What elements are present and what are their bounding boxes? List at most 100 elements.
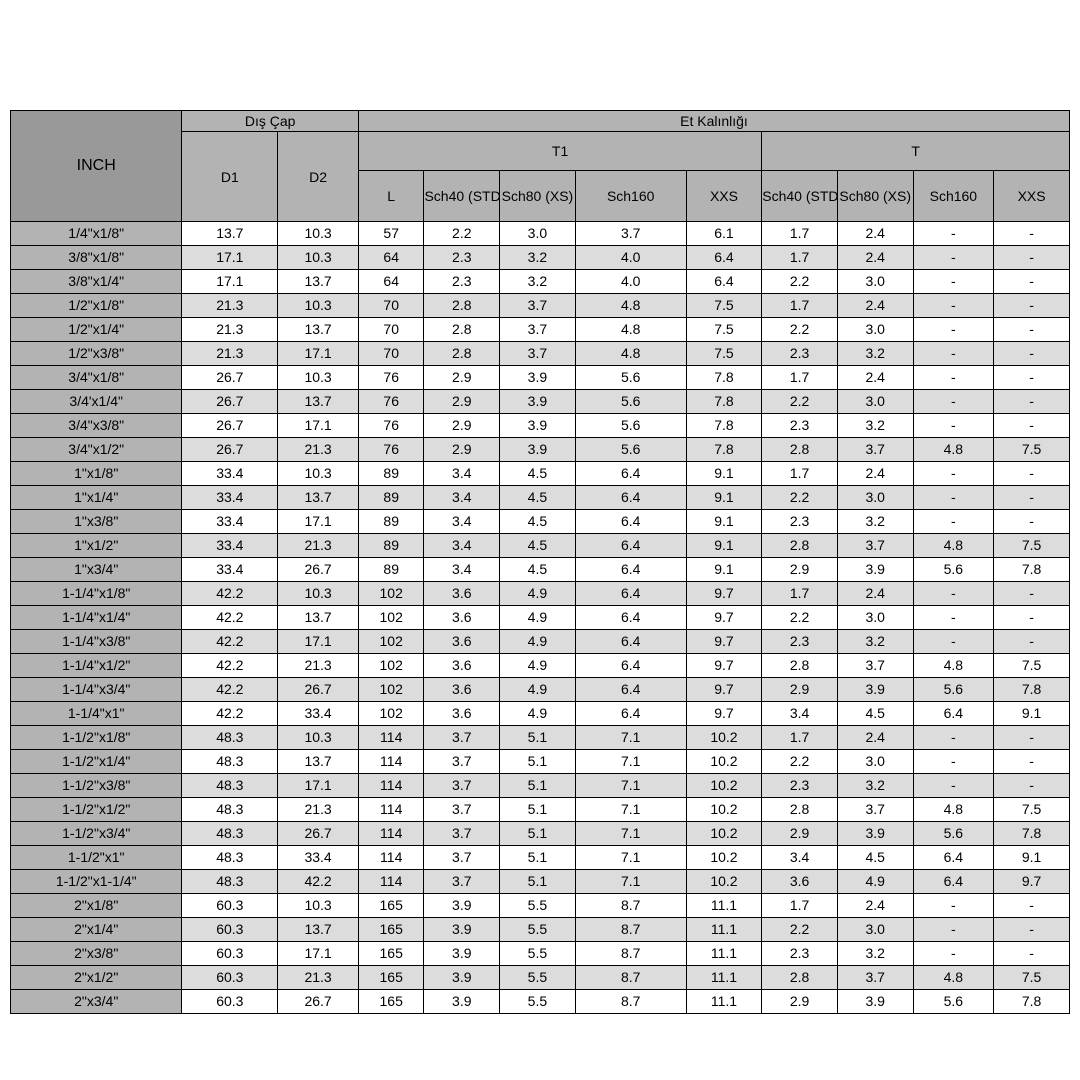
cell: -: [994, 222, 1070, 246]
cell: 9.1: [994, 846, 1070, 870]
cell: 3.0: [837, 606, 913, 630]
row-label: 3/4'x1/4": [11, 390, 182, 414]
cell: 3.2: [837, 630, 913, 654]
table-row: 3/4"x3/8"26.717.1762.93.95.67.82.33.2--: [11, 414, 1070, 438]
table-row: 3/4'x1/4"26.713.7762.93.95.67.82.23.0--: [11, 390, 1070, 414]
table-row: 1-1/2"x3/8"48.317.11143.75.17.110.22.33.…: [11, 774, 1070, 798]
cell: 5.6: [575, 366, 686, 390]
cell: -: [994, 294, 1070, 318]
cell: 10.2: [686, 822, 762, 846]
cell: 42.2: [182, 630, 278, 654]
cell: 10.3: [278, 294, 359, 318]
cell: 89: [358, 558, 424, 582]
cell: 7.5: [994, 438, 1070, 462]
table-row: 1/2"x1/4"21.313.7702.83.74.87.52.23.0--: [11, 318, 1070, 342]
pipe-spec-table: INCH Dış Çap Et Kalınlığı D1 D2 T1 T L S…: [10, 110, 1070, 1014]
cell: 7.1: [575, 846, 686, 870]
cell: 2.2: [424, 222, 500, 246]
cell: -: [913, 942, 994, 966]
cell: 2.2: [762, 270, 838, 294]
cell: 3.2: [837, 414, 913, 438]
cell: 3.4: [424, 486, 500, 510]
row-label: 1/2"x1/8": [11, 294, 182, 318]
cell: 2.3: [762, 342, 838, 366]
cell: 33.4: [182, 462, 278, 486]
row-label: 1-1/2"x3/8": [11, 774, 182, 798]
table-row: 1-1/2"x1/8"48.310.31143.75.17.110.21.72.…: [11, 726, 1070, 750]
cell: 2.8: [424, 294, 500, 318]
cell: 26.7: [182, 366, 278, 390]
cell: 3.7: [837, 654, 913, 678]
cell: 42.2: [182, 702, 278, 726]
cell: 6.1: [686, 222, 762, 246]
cell: 165: [358, 894, 424, 918]
row-label: 1-1/4"x3/8": [11, 630, 182, 654]
cell: 7.1: [575, 726, 686, 750]
cell: 4.5: [500, 486, 576, 510]
cell: 10.3: [278, 462, 359, 486]
cell: 7.5: [994, 798, 1070, 822]
cell: 4.5: [500, 510, 576, 534]
cell: 2.4: [837, 726, 913, 750]
cell: -: [913, 750, 994, 774]
cell: 2.8: [762, 966, 838, 990]
cell: -: [913, 894, 994, 918]
cell: 6.4: [913, 702, 994, 726]
cell: -: [913, 270, 994, 294]
cell: 2.2: [762, 486, 838, 510]
cell: 5.5: [500, 918, 576, 942]
cell: 2.3: [424, 270, 500, 294]
col-group-et-kalinligi: Et Kalınlığı: [358, 111, 1069, 132]
cell: 1.7: [762, 294, 838, 318]
cell: 2.8: [762, 798, 838, 822]
cell: 3.0: [500, 222, 576, 246]
cell: 6.4: [686, 246, 762, 270]
col-group-t1: T1: [358, 132, 761, 171]
cell: 17.1: [278, 510, 359, 534]
cell: 3.2: [837, 510, 913, 534]
table-row: 1"x1/4"33.413.7893.44.56.49.12.23.0--: [11, 486, 1070, 510]
table-row: 1-1/4"x1/2"42.221.31023.64.96.49.72.83.7…: [11, 654, 1070, 678]
cell: 9.7: [686, 702, 762, 726]
cell: 42.2: [182, 582, 278, 606]
cell: 4.8: [913, 438, 994, 462]
table-row: 1-1/4"x1"42.233.41023.64.96.49.73.44.56.…: [11, 702, 1070, 726]
cell: -: [913, 510, 994, 534]
cell: 2.2: [762, 318, 838, 342]
cell: -: [994, 318, 1070, 342]
cell: 5.6: [575, 390, 686, 414]
cell: 13.7: [278, 606, 359, 630]
row-label: 1/2"x1/4": [11, 318, 182, 342]
cell: -: [913, 318, 994, 342]
row-label: 3/4"x1/2": [11, 438, 182, 462]
cell: 6.4: [575, 630, 686, 654]
cell: 70: [358, 318, 424, 342]
cell: 3.0: [837, 918, 913, 942]
cell: -: [913, 462, 994, 486]
cell: 3.2: [837, 342, 913, 366]
cell: 21.3: [182, 318, 278, 342]
table-row: 1"x3/8"33.417.1893.44.56.49.12.33.2--: [11, 510, 1070, 534]
cell: 21.3: [278, 798, 359, 822]
table-row: 1"x3/4"33.426.7893.44.56.49.12.93.95.67.…: [11, 558, 1070, 582]
cell: 6.4: [575, 510, 686, 534]
cell: 1.7: [762, 222, 838, 246]
cell: -: [994, 246, 1070, 270]
cell: 17.1: [278, 342, 359, 366]
cell: 7.8: [686, 366, 762, 390]
cell: 7.5: [686, 294, 762, 318]
cell: 7.8: [686, 438, 762, 462]
col-t1-sch160: Sch160: [575, 171, 686, 222]
cell: 1.7: [762, 246, 838, 270]
cell: 7.1: [575, 774, 686, 798]
table-row: 1-1/2"x1-1/4"48.342.21143.75.17.110.23.6…: [11, 870, 1070, 894]
cell: 11.1: [686, 894, 762, 918]
cell: 21.3: [278, 966, 359, 990]
cell: 6.4: [575, 654, 686, 678]
cell: 9.1: [686, 558, 762, 582]
cell: 3.6: [424, 630, 500, 654]
cell: -: [913, 246, 994, 270]
cell: 5.5: [500, 894, 576, 918]
cell: 3.9: [837, 558, 913, 582]
cell: 26.7: [182, 414, 278, 438]
